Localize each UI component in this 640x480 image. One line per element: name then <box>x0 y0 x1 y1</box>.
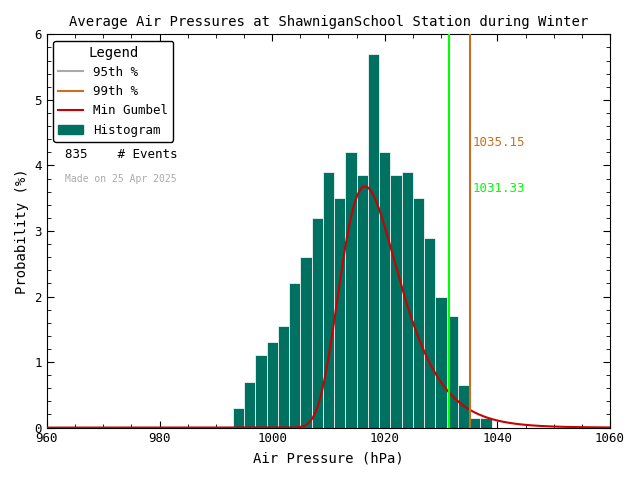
Text: 835    # Events: 835 # Events <box>65 148 178 161</box>
Bar <box>244 382 255 428</box>
Text: 1035.15: 1035.15 <box>473 136 525 149</box>
X-axis label: Air Pressure (hPa): Air Pressure (hPa) <box>253 451 404 465</box>
Bar <box>424 238 435 428</box>
Bar <box>469 418 481 428</box>
Bar <box>413 198 424 428</box>
Bar <box>458 385 469 428</box>
Bar <box>379 152 390 428</box>
Text: Made on 25 Apr 2025: Made on 25 Apr 2025 <box>65 174 177 184</box>
Bar <box>255 356 266 428</box>
Bar <box>289 283 300 428</box>
Bar <box>435 297 447 428</box>
Title: Average Air Pressures at ShawniganSchool Station during Winter: Average Air Pressures at ShawniganSchool… <box>69 15 588 29</box>
Bar <box>323 172 334 428</box>
Text: 1031.33: 1031.33 <box>473 181 525 194</box>
Bar <box>266 342 278 428</box>
Bar <box>481 418 492 428</box>
Legend: 95th %, 99th %, Min Gumbel, Histogram: 95th %, 99th %, Min Gumbel, Histogram <box>53 41 173 142</box>
Bar <box>356 175 368 428</box>
Bar <box>278 326 289 428</box>
Y-axis label: Probability (%): Probability (%) <box>15 168 29 294</box>
Bar <box>447 316 458 428</box>
Bar <box>390 175 402 428</box>
Bar <box>233 408 244 428</box>
Bar <box>312 218 323 428</box>
Bar <box>402 172 413 428</box>
Bar <box>334 198 346 428</box>
Bar <box>300 257 312 428</box>
Bar <box>346 152 356 428</box>
Bar <box>368 54 379 428</box>
